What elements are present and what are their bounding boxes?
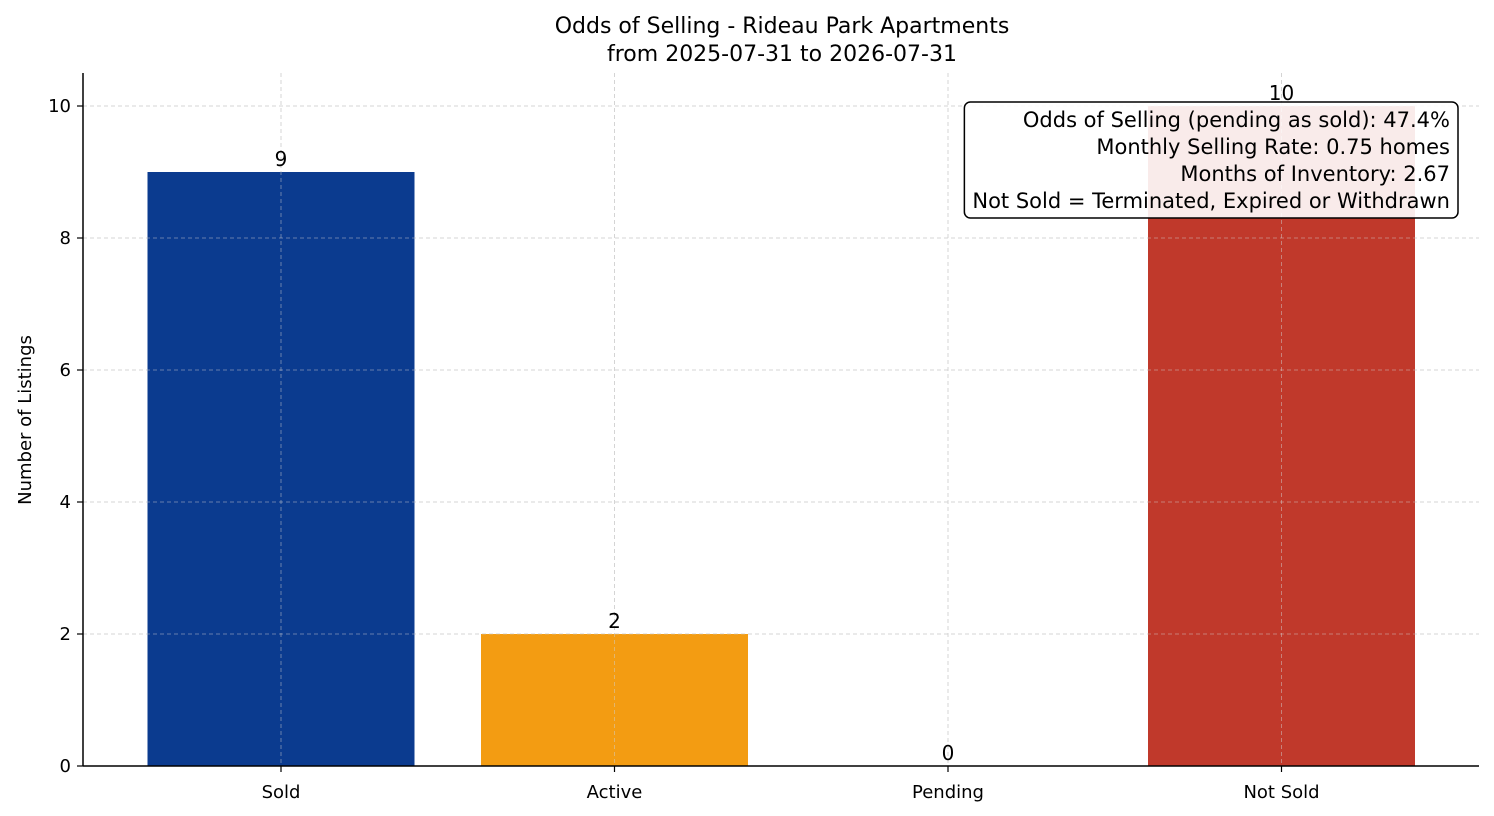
bar-value-label: 0: [942, 741, 955, 765]
chart-title: Odds of Selling - Rideau Park Apartments: [555, 14, 1010, 39]
x-tick-label: Sold: [262, 782, 301, 803]
annotation-box: Odds of Selling (pending as sold): 47.4%…: [963, 101, 1459, 219]
bar-value-label: 10: [1269, 81, 1294, 105]
x-tick-label: Not Sold: [1243, 782, 1319, 803]
y-tick-label: 8: [60, 228, 71, 249]
y-tick-label: 10: [48, 96, 71, 117]
annotation-line: Not Sold = Terminated, Expired or Withdr…: [972, 189, 1450, 213]
x-tick-label: Active: [587, 782, 643, 803]
chart-subtitle: from 2025-07-31 to 2026-07-31: [607, 42, 957, 67]
x-tick-label: Pending: [912, 782, 984, 803]
bar-value-label: 2: [608, 609, 621, 633]
y-axis-label: Number of Listings: [15, 335, 36, 505]
y-tick-label: 6: [60, 360, 71, 381]
bar-value-label: 9: [275, 147, 288, 171]
annotation-line: Monthly Selling Rate: 0.75 homes: [1096, 135, 1450, 159]
y-tick-label: 4: [60, 492, 71, 513]
axes: 0 2 4 6 8 10 Sold Active Pending Not Sold: [48, 73, 1479, 803]
value-labels: 9 2 0 10: [275, 81, 1295, 765]
annotation-frame: [963, 101, 1459, 219]
annotation-line: Odds of Selling (pending as sold): 47.4%: [1023, 108, 1450, 132]
y-tick-label: 2: [60, 624, 71, 645]
bars: [83, 73, 1479, 767]
y-tick-label: 0: [60, 756, 71, 777]
annotation-line: Months of Inventory: 2.67: [1180, 162, 1450, 186]
